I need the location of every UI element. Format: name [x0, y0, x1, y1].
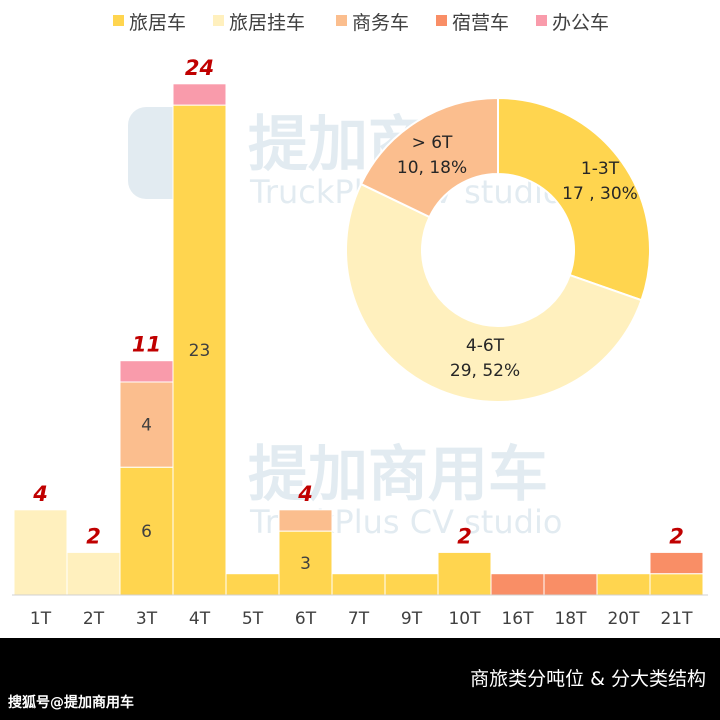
bar-segment — [331, 573, 386, 596]
bar-segment — [649, 551, 704, 575]
legend-label: 宿营车 — [452, 12, 509, 34]
legend-swatch — [113, 15, 124, 26]
bar-segment — [225, 573, 280, 596]
bar-segment — [66, 551, 121, 596]
legend-swatch — [213, 15, 224, 26]
segment-value-label: 3 — [300, 554, 311, 574]
segment-value-label: 4 — [141, 416, 152, 436]
bar-segment — [119, 466, 174, 596]
donut-slice — [497, 96, 651, 302]
donut-slice-value: 17 , 30% — [562, 184, 638, 204]
total-value-label: 4 — [297, 482, 313, 506]
bar-segment — [649, 573, 704, 596]
segment-value-label: 6 — [141, 522, 152, 542]
bar-chart: 6 4 23 3 4 2 11 24 4 2 2 — [13, 56, 704, 596]
x-tick-label: 6T — [295, 609, 317, 629]
x-tick-label: 18T — [554, 609, 587, 629]
total-value-label: 11 — [132, 333, 161, 357]
bar-segment — [172, 104, 227, 596]
donut-slice — [345, 182, 643, 403]
legend-item: 宿营车 — [436, 12, 509, 34]
legend-swatch — [436, 15, 447, 26]
bar-segment — [490, 573, 545, 596]
x-tick-label: 5T — [242, 609, 264, 629]
segment-value-label: 23 — [189, 341, 211, 361]
x-tick-label: 7T — [348, 609, 370, 629]
footer-source: 搜狐号@提加商用车 — [8, 695, 134, 711]
donut-slice-value: 29, 52% — [450, 361, 520, 381]
x-tick-label: 20T — [607, 609, 640, 629]
legend-swatch — [536, 15, 547, 26]
donut-slice-name: 4-6T — [466, 336, 505, 356]
bar-segment — [278, 509, 333, 532]
donut-chart: 1-3T 17 , 30% 4-6T 29, 52% > 6T 10, 18% — [345, 96, 651, 403]
legend-label: 办公车 — [552, 12, 609, 34]
total-value-label: 2 — [457, 524, 472, 548]
donut-slice-name: > 6T — [412, 133, 453, 153]
total-value-label: 2 — [86, 524, 101, 548]
bar-segment — [119, 360, 174, 383]
x-tick-label: 9T — [401, 609, 423, 629]
bar-segment — [172, 83, 227, 106]
total-value-label: 2 — [669, 524, 684, 548]
x-axis-ticks: 1T 2T 3T 4T 5T 6T 7T 9T 10T 16T 18T 20T 21T — [30, 609, 693, 629]
bar-segment — [596, 573, 651, 596]
legend-item: 商务车 — [336, 12, 409, 34]
x-tick-label: 10T — [448, 609, 481, 629]
x-tick-label: 3T — [136, 609, 158, 629]
donut-slices — [345, 96, 651, 403]
total-value-label: 24 — [185, 56, 214, 80]
footer-bar: 商旅类分吨位 & 分大类结构 — [0, 638, 720, 720]
legend-swatch — [336, 15, 347, 26]
legend-item: 旅居车 — [113, 12, 186, 34]
total-value-label: 4 — [32, 482, 48, 506]
bar-segment — [437, 551, 492, 596]
bar-segment — [13, 509, 68, 596]
legend: 旅居车 旅居挂车 商务车 宿营车 办公车 — [113, 12, 609, 34]
bar-segment — [384, 573, 439, 596]
x-tick-label: 21T — [660, 609, 693, 629]
legend-label: 商务车 — [352, 12, 409, 34]
legend-item: 办公车 — [536, 12, 609, 34]
donut-slice-value: 10, 18% — [397, 158, 467, 178]
x-tick-label: 1T — [30, 609, 52, 629]
donut-slice — [359, 96, 499, 219]
bar-segment — [278, 530, 333, 596]
donut-slice-name: 1-3T — [581, 159, 620, 179]
bar-segment — [543, 573, 598, 596]
x-tick-label: 4T — [189, 609, 211, 629]
legend-label: 旅居挂车 — [229, 12, 305, 34]
footer-caption: 商旅类分吨位 & 分大类结构 — [470, 668, 706, 690]
x-tick-label: 2T — [83, 609, 105, 629]
watermark-brand: 提加商用车 — [248, 440, 548, 510]
x-tick-label: 16T — [501, 609, 534, 629]
legend-label: 旅居车 — [129, 12, 186, 34]
legend-item: 旅居挂车 — [213, 12, 305, 34]
